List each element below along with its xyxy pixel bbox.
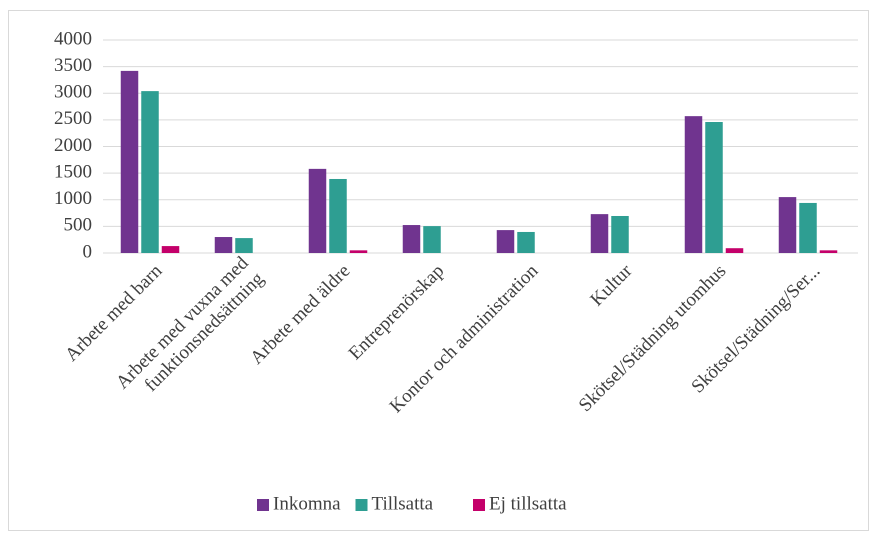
y-tick-label: 4000 [54,28,92,49]
chart-frame [8,10,869,531]
y-tick-label: 2000 [54,135,92,156]
bar [120,70,139,253]
bar [705,122,723,253]
bar [725,248,744,253]
y-tick-label: 1500 [54,161,92,182]
bar [214,237,233,253]
bar [819,250,838,253]
x-tick-label: Entreprenörskap [345,261,449,365]
legend-label: Tillsatta [372,493,434,514]
bar [329,178,347,253]
x-tick-label-line: Entreprenörskap [345,261,449,365]
legend-label: Ej tillsatta [489,493,567,514]
bar [496,230,515,253]
bar [684,116,703,254]
y-tick-label: 2500 [54,108,92,129]
legend-label: Inkomna [273,493,341,514]
bar [423,226,441,253]
bar [308,168,327,253]
bar [141,91,159,254]
bar [349,250,368,253]
y-tick-label: 3000 [54,82,92,103]
x-tick-label: Arbete med äldre [247,261,355,369]
bar [590,214,609,253]
bar [611,215,629,253]
y-tick-label: 0 [83,241,93,262]
legend-swatch [473,499,485,511]
x-tick-label: Kultur [587,260,637,310]
legend-swatch [257,499,269,511]
y-tick-label: 500 [64,215,93,236]
bar [517,231,535,253]
x-tick-label-line: Arbete med äldre [247,261,355,369]
bar [778,197,797,253]
bar [161,246,180,253]
y-tick-label: 1000 [54,188,92,209]
bar [402,225,421,253]
bar [799,202,817,253]
y-tick-label: 3500 [54,55,92,76]
legend-swatch [355,499,368,511]
x-tick-label-line: Kultur [587,260,637,310]
bar [235,238,253,253]
x-tick-label-line: Arbete med vuxna med [112,253,253,394]
